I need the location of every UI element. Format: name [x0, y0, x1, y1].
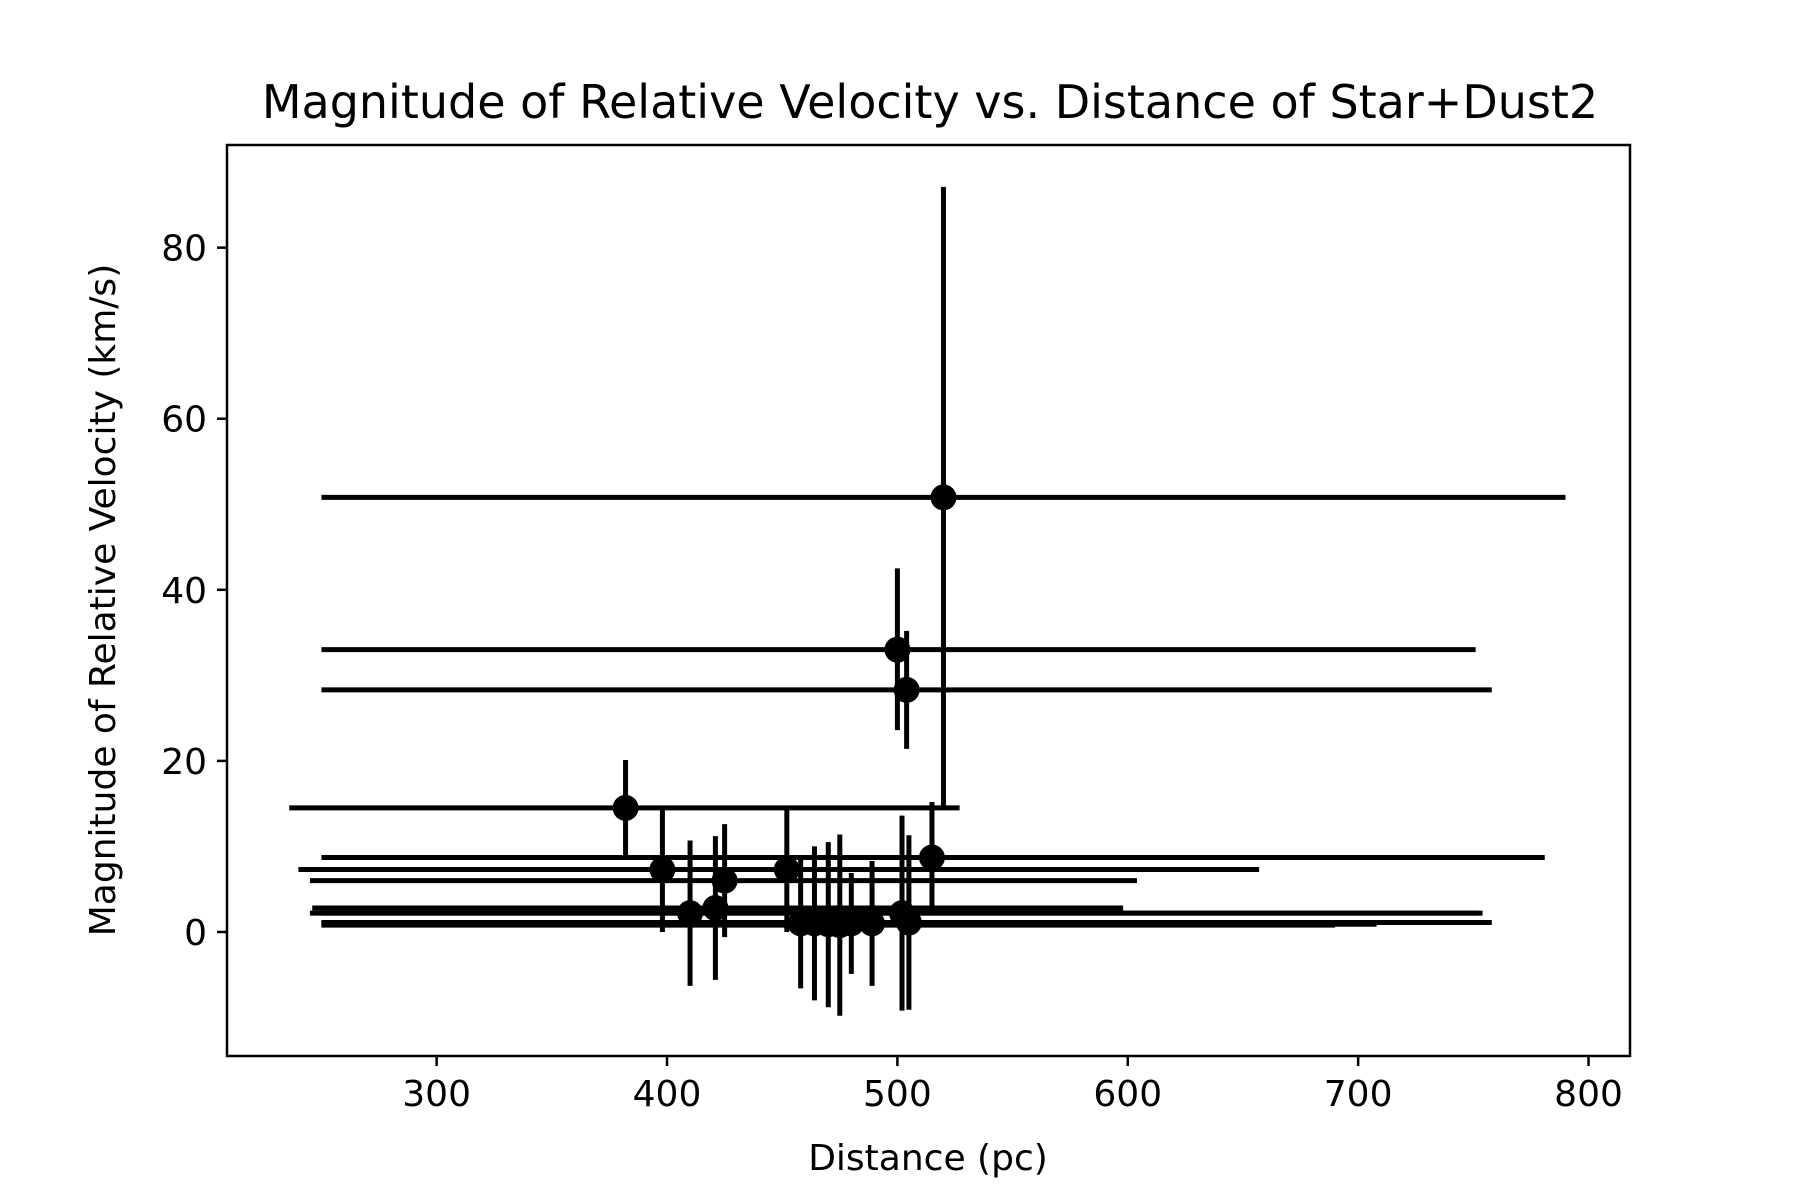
y-tick-label: 40 [161, 571, 207, 612]
data-point [893, 676, 920, 703]
data-point [649, 856, 676, 883]
data-point [702, 895, 729, 922]
data-point [612, 794, 639, 821]
x-axis-ticks: 300 400 500 600 700 800 [402, 1056, 1623, 1115]
data-point [895, 909, 922, 936]
x-tick-label: 500 [863, 1074, 932, 1115]
data-points [612, 484, 957, 939]
data-point [801, 910, 828, 937]
data-point [773, 856, 800, 883]
y-tick-label: 0 [184, 913, 207, 954]
data-point [859, 910, 886, 937]
y-tick-label: 20 [161, 742, 207, 783]
data-point [884, 636, 911, 663]
y-tick-label: 60 [161, 400, 207, 441]
x-tick-label: 800 [1554, 1074, 1623, 1115]
y-axis-label: Magnitude of Relative Velocity (km/s) [83, 264, 124, 937]
data-point [918, 844, 945, 871]
chart-title: Magnitude of Relative Velocity vs. Dista… [262, 75, 1598, 129]
error-bars [289, 186, 1566, 1016]
data-point [826, 912, 853, 939]
y-tick-label: 80 [161, 229, 207, 270]
y-axis-ticks: 0 20 40 60 80 [161, 229, 227, 954]
x-tick-label: 700 [1324, 1074, 1393, 1115]
data-point [711, 867, 738, 894]
x-tick-label: 600 [1093, 1074, 1162, 1115]
x-tick-label: 400 [633, 1074, 702, 1115]
plot-frame [225, 143, 1632, 1058]
x-axis-label: Distance (pc) [808, 1138, 1048, 1179]
data-point [677, 900, 704, 927]
data-point [930, 484, 957, 511]
x-tick-label: 300 [402, 1074, 471, 1115]
